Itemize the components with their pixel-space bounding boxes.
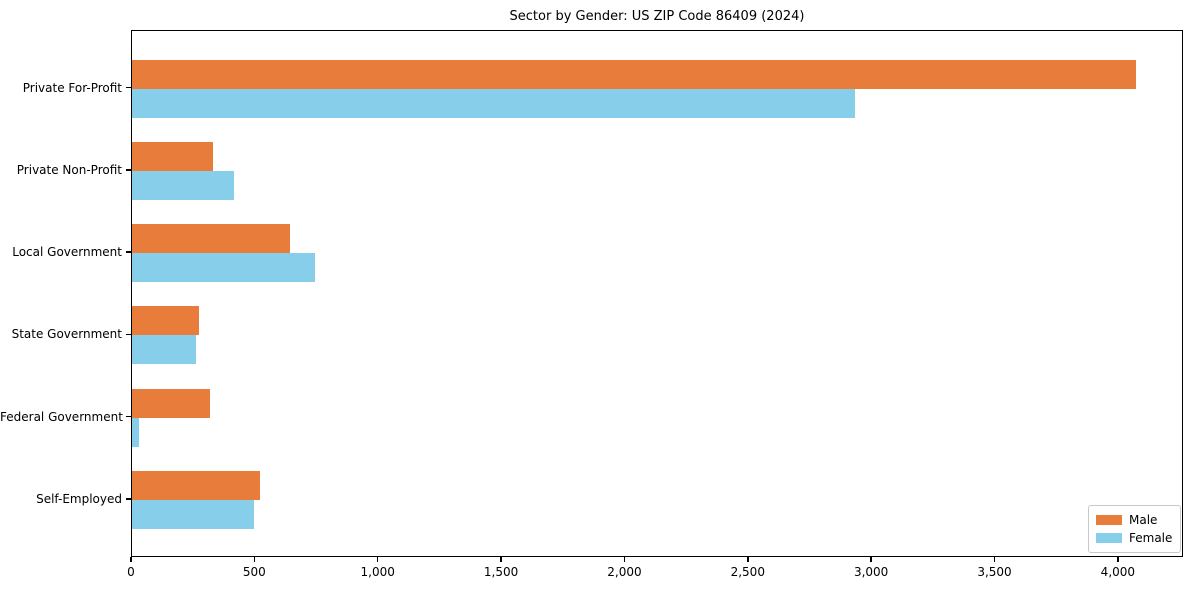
bar-male-private-for-profit <box>132 59 1137 89</box>
xtick-label-3500: 3,500 <box>977 565 1012 579</box>
xtick-mark-4000 <box>1117 557 1119 562</box>
ytick-mark-state-government <box>126 333 131 336</box>
bar-female-self-employed <box>132 500 255 529</box>
xtick-mark-3000 <box>870 557 872 562</box>
xtick-mark-1000 <box>376 557 379 562</box>
legend-row-female: Female <box>1096 532 1173 544</box>
plot-area <box>131 30 1183 557</box>
legend-swatch-female <box>1096 533 1122 543</box>
legend-label-male: Male <box>1129 513 1158 527</box>
bar-male-private-non-profit <box>132 141 214 171</box>
bar-male-federal-government <box>132 388 210 418</box>
xtick-mark-2000 <box>623 557 626 562</box>
xtick-label-0: 0 <box>127 565 135 579</box>
xtick-label-1500: 1,500 <box>483 565 519 579</box>
xtick-mark-500 <box>253 557 256 562</box>
bar-male-self-employed <box>132 471 261 500</box>
chart-title: Sector by Gender: US ZIP Code 86409 (202… <box>509 9 805 24</box>
legend-row-male: Male <box>1096 514 1173 526</box>
bar-female-state-government <box>132 335 197 365</box>
legend: Male Female <box>1088 505 1181 553</box>
bar-female-local-government <box>132 253 315 283</box>
xtick-label-500: 500 <box>242 565 266 579</box>
ytick-mark-self-employed <box>126 498 131 500</box>
xtick-mark-2500 <box>747 557 749 562</box>
xtick-label-2000: 2,000 <box>607 565 642 579</box>
ytick-label-self-employed: Self-Employed <box>36 492 122 506</box>
bar-male-local-government <box>132 224 290 254</box>
xtick-label-3000: 3,000 <box>853 565 889 579</box>
xtick-mark-3500 <box>993 557 996 562</box>
xtick-label-2500: 2,500 <box>730 565 765 579</box>
bar-male-state-government <box>132 306 199 336</box>
ytick-label-local-government: Local Government <box>12 245 122 260</box>
xtick-label-4000: 4,000 <box>1100 565 1136 579</box>
ytick-label-private-non-profit: Private Non-Profit <box>16 162 122 177</box>
ytick-label-federal-government: Federal Government <box>0 409 123 424</box>
ytick-mark-federal-government <box>126 415 131 418</box>
xtick-mark-0 <box>130 557 132 562</box>
ytick-mark-private-for-profit <box>126 86 131 89</box>
legend-swatch-male <box>1096 515 1122 525</box>
xtick-label-1000: 1,000 <box>360 565 395 579</box>
bar-female-private-non-profit <box>132 170 235 200</box>
ytick-label-private-for-profit: Private For-Profit <box>22 80 122 95</box>
bar-female-federal-government <box>132 417 140 447</box>
bar-female-private-for-profit <box>132 88 855 118</box>
ytick-label-state-government: State Government <box>11 327 122 342</box>
ytick-mark-private-non-profit <box>126 169 131 171</box>
legend-label-female: Female <box>1129 531 1173 545</box>
xtick-mark-1500 <box>500 557 502 562</box>
ytick-mark-local-government <box>126 251 131 253</box>
